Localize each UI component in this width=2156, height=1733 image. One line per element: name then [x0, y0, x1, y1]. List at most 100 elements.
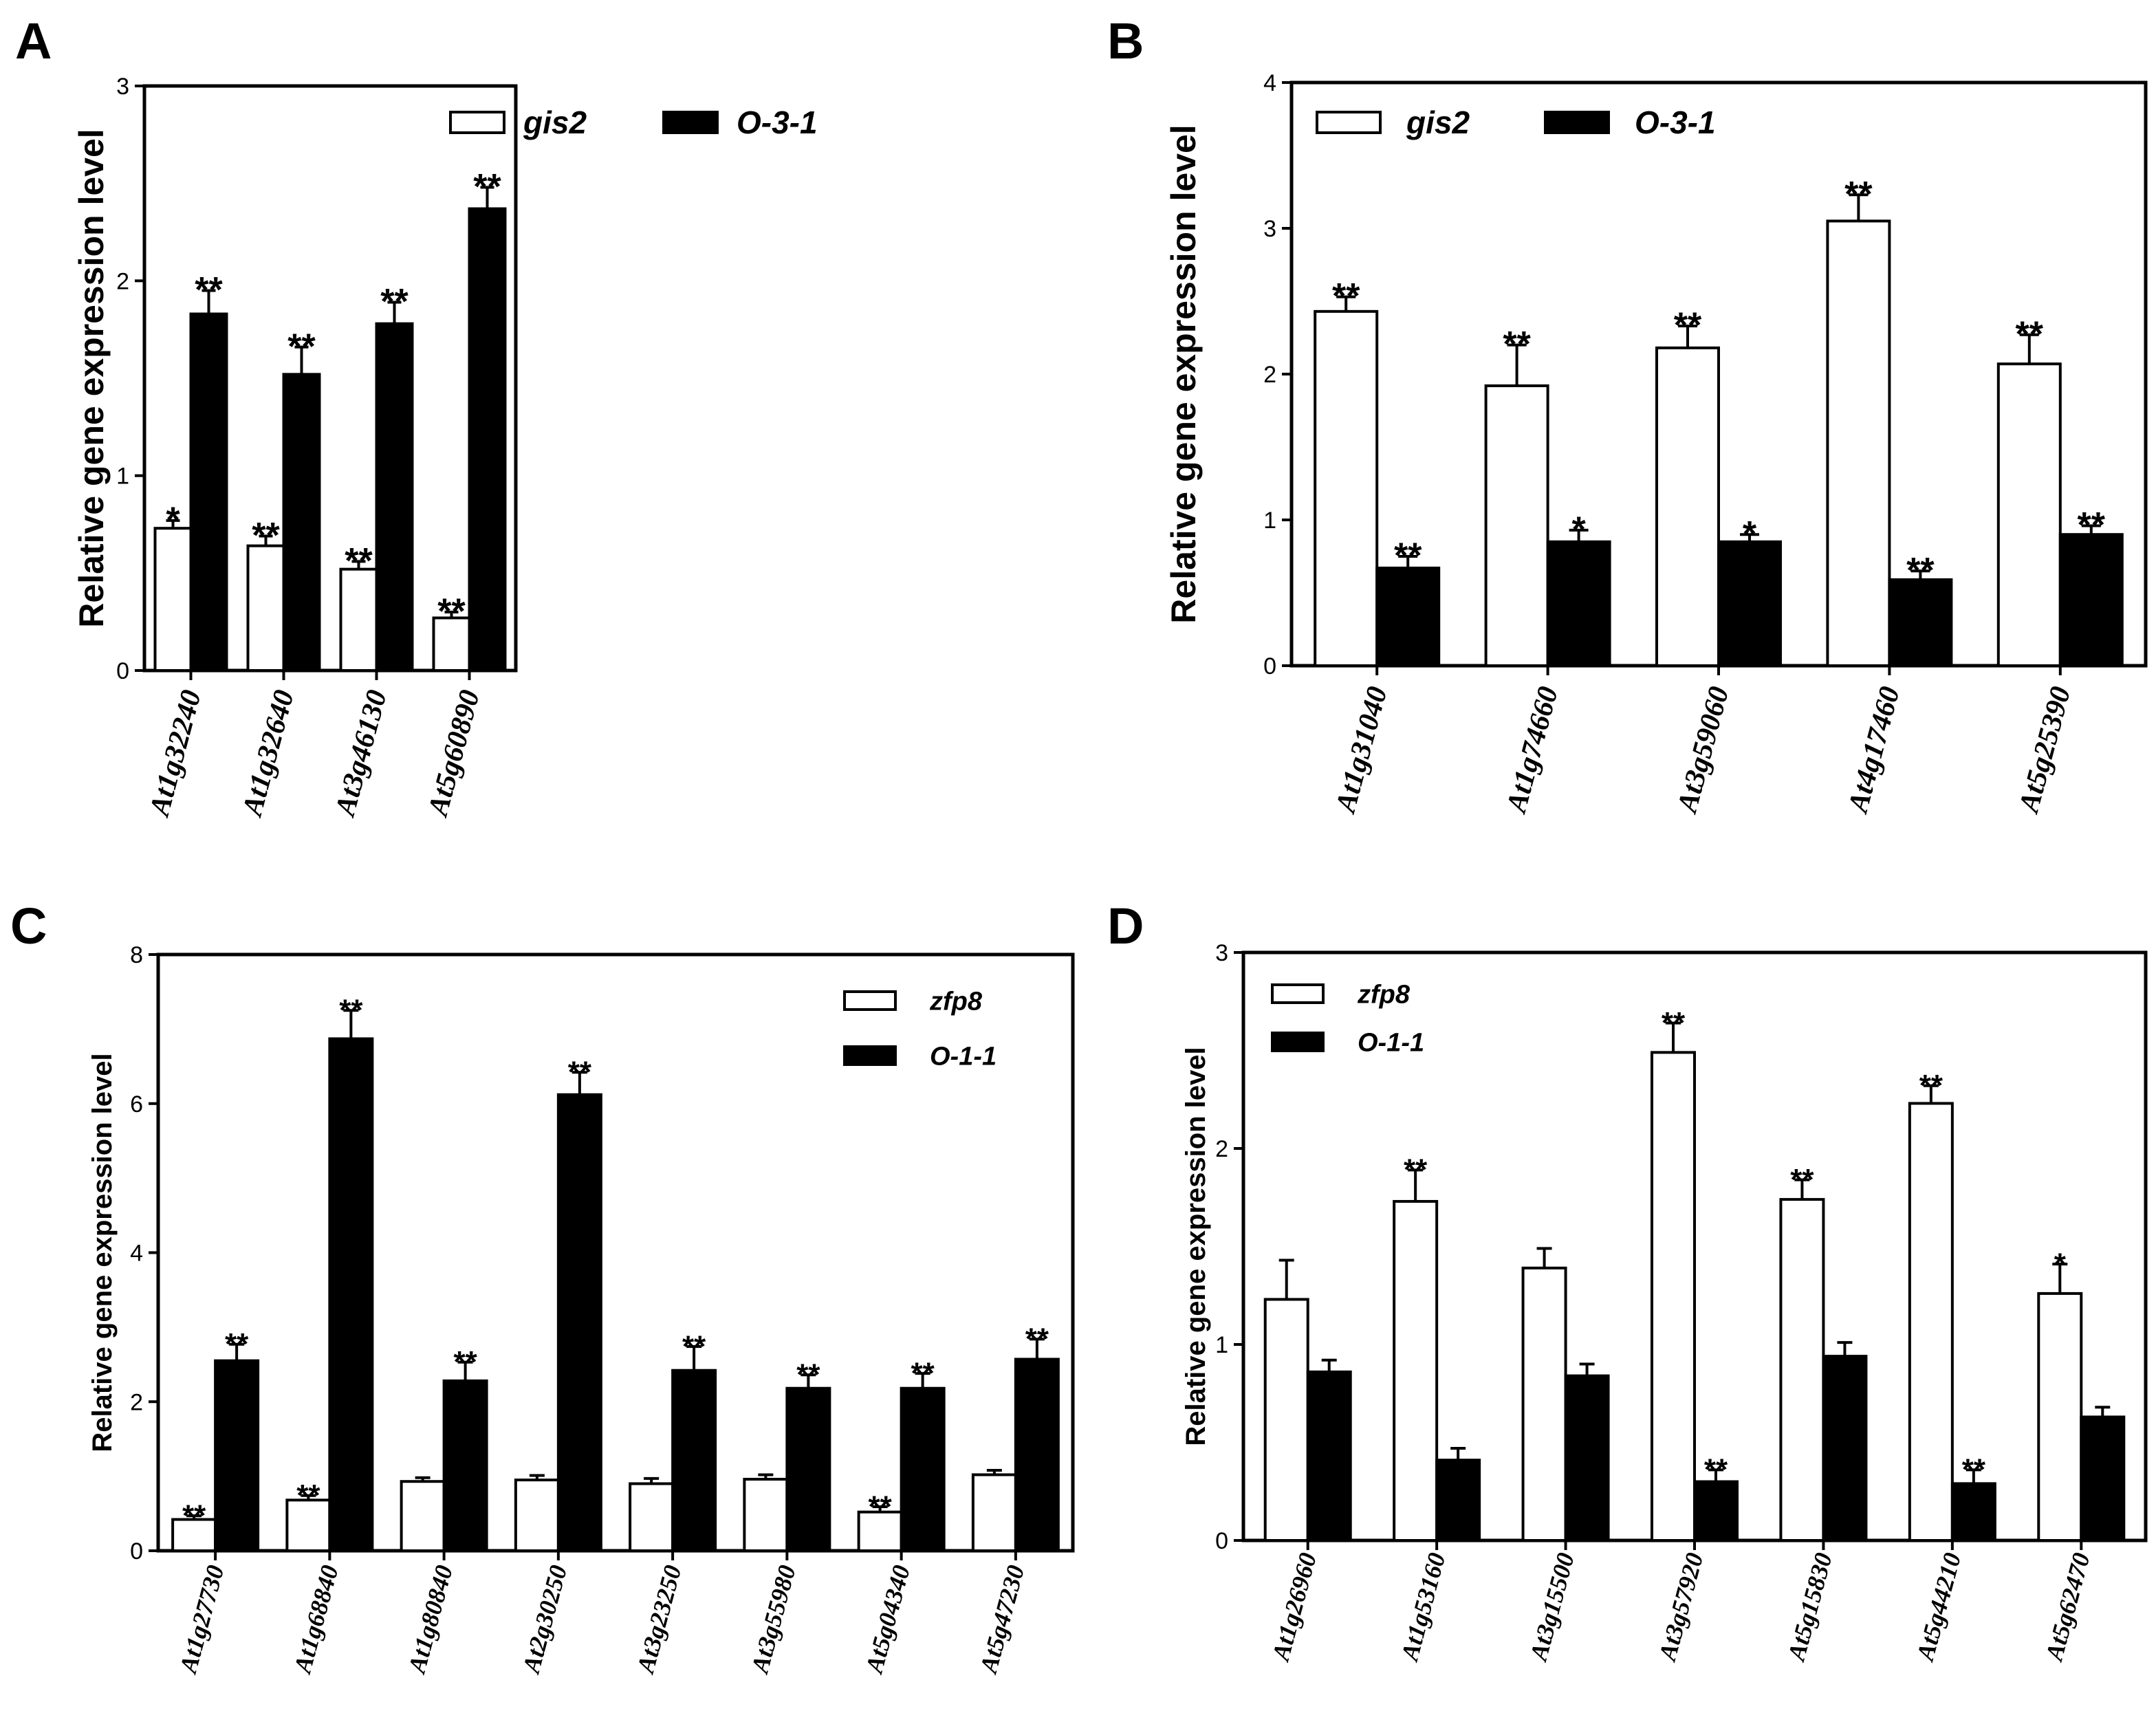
bar-zfp8 [629, 1482, 675, 1552]
x-tick-label: At3g15500 [1524, 1550, 1580, 1665]
bar-O-1-1 [2080, 1415, 2126, 1542]
legend-swatch-O-3-1 [662, 111, 719, 134]
bar-O-1-1 [1014, 1358, 1060, 1552]
panel-letter: A [15, 12, 52, 69]
bar-gis2 [339, 567, 378, 673]
bar-O-1-1 [328, 1037, 374, 1552]
y-tick-label: 2 [130, 1389, 143, 1415]
significance-label: ** [1844, 175, 1873, 215]
bar-zfp8 [514, 1479, 560, 1552]
bar-zfp8 [171, 1518, 217, 1552]
y-tick-label: 4 [130, 1241, 143, 1267]
y-tick-label: 0 [1215, 1528, 1228, 1554]
x-tick-label: At5g60890 [422, 687, 486, 821]
bar-O-1-1 [556, 1093, 602, 1552]
legend-label-gis2: gis2 [523, 105, 587, 140]
x-tick-label: At5g15830 [1782, 1550, 1838, 1665]
significance-label: ** [345, 541, 373, 581]
bar-gis2 [1655, 346, 1720, 667]
legend-swatch-zfp8 [843, 990, 897, 1011]
x-tick-label: At1g26960 [1266, 1550, 1322, 1665]
significance-label: ** [568, 1055, 592, 1089]
bar-O-1-1 [1822, 1355, 1868, 1542]
bar-O-1-1 [1693, 1480, 1739, 1542]
bar-gis2 [246, 544, 285, 673]
x-tick-label: At5g44210 [1911, 1550, 1967, 1665]
significance-label: ** [2078, 505, 2106, 545]
bar-gis2 [1484, 384, 1549, 668]
bar-O-1-1 [1306, 1370, 1352, 1543]
panel-c: C 0 2 4 6 8 Relative gene expression level At1g… [10, 897, 1075, 1677]
x-tick-label: At1g32640 [236, 687, 301, 821]
x-tick-label: At3g23250 [631, 1562, 687, 1677]
legend-label-O-1-1: O-1-1 [930, 1042, 997, 1071]
x-tick-label: At1g31040 [1329, 684, 1394, 818]
legend-swatch-zfp8 [1271, 983, 1325, 1004]
legend-label-O-3-1: O-3-1 [737, 105, 818, 140]
bar-zfp8 [1393, 1199, 1439, 1542]
bar-O-1-1 [442, 1379, 488, 1553]
bar-O-3-1 [1888, 578, 1953, 667]
significance-label: ** [195, 270, 223, 310]
significance-label: ** [287, 327, 316, 367]
legend-swatch-O-3-1 [1544, 111, 1610, 134]
bar-O-3-1 [2058, 533, 2124, 668]
bar-gis2 [432, 616, 471, 672]
y-tick-label: 3 [116, 74, 129, 100]
legend-label-O-3-1: O-3-1 [1635, 105, 1716, 140]
bar-gis2 [1826, 219, 1891, 667]
bar-gis2 [1314, 309, 1379, 667]
y-tick-label: 0 [116, 658, 129, 684]
bar-zfp8 [1779, 1198, 1825, 1542]
significance-label: ** [2016, 314, 2044, 354]
significance-label: ** [182, 1498, 206, 1532]
y-tick-label: 4 [1263, 70, 1276, 96]
significance-label: * [1571, 510, 1586, 549]
legend-swatch-O-1-1 [843, 1045, 897, 1066]
legend-swatch-gis2 [1316, 111, 1382, 134]
y-tick-label: 2 [1263, 362, 1276, 388]
bar-zfp8 [1521, 1266, 1567, 1542]
y-tick-label: 0 [130, 1538, 143, 1565]
bar-zfp8 [1651, 1051, 1696, 1542]
significance-label: * [1743, 514, 1757, 554]
y-tick-label: 0 [1263, 653, 1276, 679]
y-tick-label: 3 [1263, 216, 1276, 242]
significance-label: ** [252, 516, 280, 556]
bar-O-3-1 [468, 207, 507, 672]
significance-label: * [166, 500, 180, 540]
plot-frame [142, 84, 518, 673]
significance-label: ** [454, 1345, 478, 1379]
bar-O-1-1 [671, 1369, 717, 1553]
bar-O-1-1 [1564, 1374, 1610, 1542]
significance-label: ** [473, 167, 501, 207]
significance-label: ** [437, 592, 466, 632]
x-tick-label: At1g27730 [174, 1562, 230, 1677]
panel-letter: C [10, 897, 47, 955]
x-tick-label: At1g68840 [288, 1562, 344, 1677]
significance-label: ** [1704, 1453, 1728, 1487]
legend-swatch-O-1-1 [1271, 1032, 1325, 1052]
panel-letter: B [1107, 12, 1144, 69]
bar-zfp8 [2037, 1291, 2083, 1543]
x-tick-label: At1g32240 [143, 687, 208, 821]
y-axis-label: Relative gene expression level [87, 1053, 118, 1452]
bar-O-3-1 [1546, 540, 1611, 667]
bar-O-1-1 [214, 1359, 260, 1553]
legend-label-zfp8: zfp8 [929, 987, 983, 1016]
significance-label: ** [1906, 551, 1935, 591]
significance-label: ** [339, 993, 363, 1027]
y-tick-label: 1 [1263, 508, 1276, 534]
significance-label: ** [296, 1479, 320, 1512]
bar-O-1-1 [1435, 1459, 1481, 1542]
y-tick-label: 2 [116, 268, 129, 294]
y-tick-label: 6 [130, 1091, 143, 1118]
significance-label: ** [225, 1327, 249, 1361]
bar-zfp8 [1263, 1298, 1309, 1542]
bar-O-3-1 [282, 373, 321, 672]
x-tick-label: At1g53160 [1395, 1550, 1451, 1665]
significance-label: ** [869, 1490, 893, 1523]
bar-O-3-1 [1717, 540, 1782, 667]
panel-b: B 0 1 2 3 4 Relative gene expression level At1g… [1107, 12, 2148, 818]
y-tick-label: 8 [130, 942, 143, 968]
